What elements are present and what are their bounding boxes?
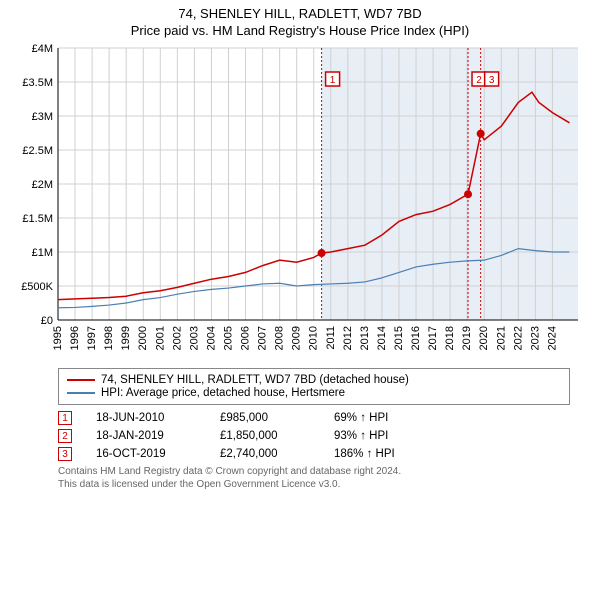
event-delta: 186% ↑ HPI: [334, 448, 395, 460]
svg-text:1995: 1995: [52, 326, 64, 350]
svg-text:1997: 1997: [86, 326, 98, 350]
svg-text:2013: 2013: [359, 326, 371, 350]
event-marker: 1: [58, 411, 72, 425]
svg-text:£1M: £1M: [32, 247, 53, 259]
footer-line: This data is licensed under the Open Gov…: [58, 478, 570, 491]
svg-text:2024: 2024: [546, 326, 558, 350]
svg-text:2: 2: [476, 75, 482, 86]
line-chart-svg: £0 £500K £1M £1.5M £2M £2.5M £3M £3.5M £4M 1995 19…: [10, 42, 590, 362]
event-delta: 69% ↑ HPI: [334, 412, 388, 424]
svg-text:2019: 2019: [461, 326, 473, 350]
svg-text:2022: 2022: [512, 326, 524, 350]
event-price: £985,000: [220, 412, 310, 424]
event-marker: 2: [58, 429, 72, 443]
svg-text:3: 3: [489, 75, 495, 86]
svg-text:2020: 2020: [478, 326, 490, 350]
svg-text:2012: 2012: [342, 326, 354, 350]
chart-subtitle: Price paid vs. HM Land Registry's House …: [10, 23, 590, 38]
event-price: £2,740,000: [220, 448, 310, 460]
svg-text:2017: 2017: [427, 326, 439, 350]
legend-label: 74, SHENLEY HILL, RADLETT, WD7 7BD (deta…: [101, 374, 409, 386]
svg-text:2009: 2009: [291, 326, 303, 350]
svg-text:2006: 2006: [240, 326, 252, 350]
event-row: 1 18-JUN-2010 £985,000 69% ↑ HPI: [58, 411, 570, 425]
svg-text:£1.5M: £1.5M: [22, 213, 53, 225]
svg-text:£500K: £500K: [21, 281, 53, 293]
legend-swatch: [67, 392, 95, 394]
event-date: 18-JUN-2010: [96, 412, 196, 424]
events-table: 1 18-JUN-2010 £985,000 69% ↑ HPI 2 18-JAN-201…: [58, 411, 570, 461]
svg-text:2011: 2011: [325, 326, 337, 350]
svg-text:1: 1: [330, 75, 336, 86]
event-delta: 93% ↑ HPI: [334, 430, 388, 442]
legend-item: HPI: Average price, detached house, Hert…: [67, 387, 561, 399]
svg-text:1999: 1999: [120, 326, 132, 350]
svg-text:£2.5M: £2.5M: [22, 145, 53, 157]
event-row: 2 18-JAN-2019 £1,850,000 93% ↑ HPI: [58, 429, 570, 443]
svg-text:2004: 2004: [205, 326, 217, 350]
chart-area: £0 £500K £1M £1.5M £2M £2.5M £3M £3.5M £4M 1995 19…: [10, 42, 590, 362]
legend-label: HPI: Average price, detached house, Hert…: [101, 387, 345, 399]
svg-text:2015: 2015: [393, 326, 405, 350]
svg-text:2005: 2005: [222, 326, 234, 350]
svg-text:2000: 2000: [137, 326, 149, 350]
legend-box: 74, SHENLEY HILL, RADLETT, WD7 7BD (deta…: [58, 368, 570, 405]
event-date: 16-OCT-2019: [96, 448, 196, 460]
svg-text:2021: 2021: [495, 326, 507, 350]
svg-text:£4M: £4M: [32, 43, 53, 55]
svg-text:2018: 2018: [444, 326, 456, 350]
svg-text:£2M: £2M: [32, 179, 53, 191]
svg-text:2007: 2007: [257, 326, 269, 350]
svg-text:2016: 2016: [410, 326, 422, 350]
event-marker: 3: [58, 447, 72, 461]
event-price: £1,850,000: [220, 430, 310, 442]
footer-attribution: Contains HM Land Registry data © Crown c…: [58, 465, 570, 491]
svg-text:2023: 2023: [529, 326, 541, 350]
event-row: 3 16-OCT-2019 £2,740,000 186% ↑ HPI: [58, 447, 570, 461]
svg-text:1998: 1998: [103, 326, 115, 350]
footer-line: Contains HM Land Registry data © Crown c…: [58, 465, 570, 478]
svg-text:£0: £0: [41, 315, 53, 327]
svg-text:2010: 2010: [308, 326, 320, 350]
event-date: 18-JAN-2019: [96, 430, 196, 442]
svg-text:2008: 2008: [274, 326, 286, 350]
chart-container: 74, SHENLEY HILL, RADLETT, WD7 7BD Price…: [0, 0, 600, 499]
svg-text:2001: 2001: [154, 326, 166, 350]
title-block: 74, SHENLEY HILL, RADLETT, WD7 7BD Price…: [10, 6, 590, 38]
svg-text:£3.5M: £3.5M: [22, 77, 53, 89]
chart-title: 74, SHENLEY HILL, RADLETT, WD7 7BD: [10, 6, 590, 21]
svg-text:2002: 2002: [171, 326, 183, 350]
svg-text:2014: 2014: [376, 326, 388, 350]
legend-swatch: [67, 379, 95, 381]
svg-text:1996: 1996: [69, 326, 81, 350]
legend-item: 74, SHENLEY HILL, RADLETT, WD7 7BD (deta…: [67, 374, 561, 386]
svg-text:2003: 2003: [188, 326, 200, 350]
svg-text:£3M: £3M: [32, 111, 53, 123]
